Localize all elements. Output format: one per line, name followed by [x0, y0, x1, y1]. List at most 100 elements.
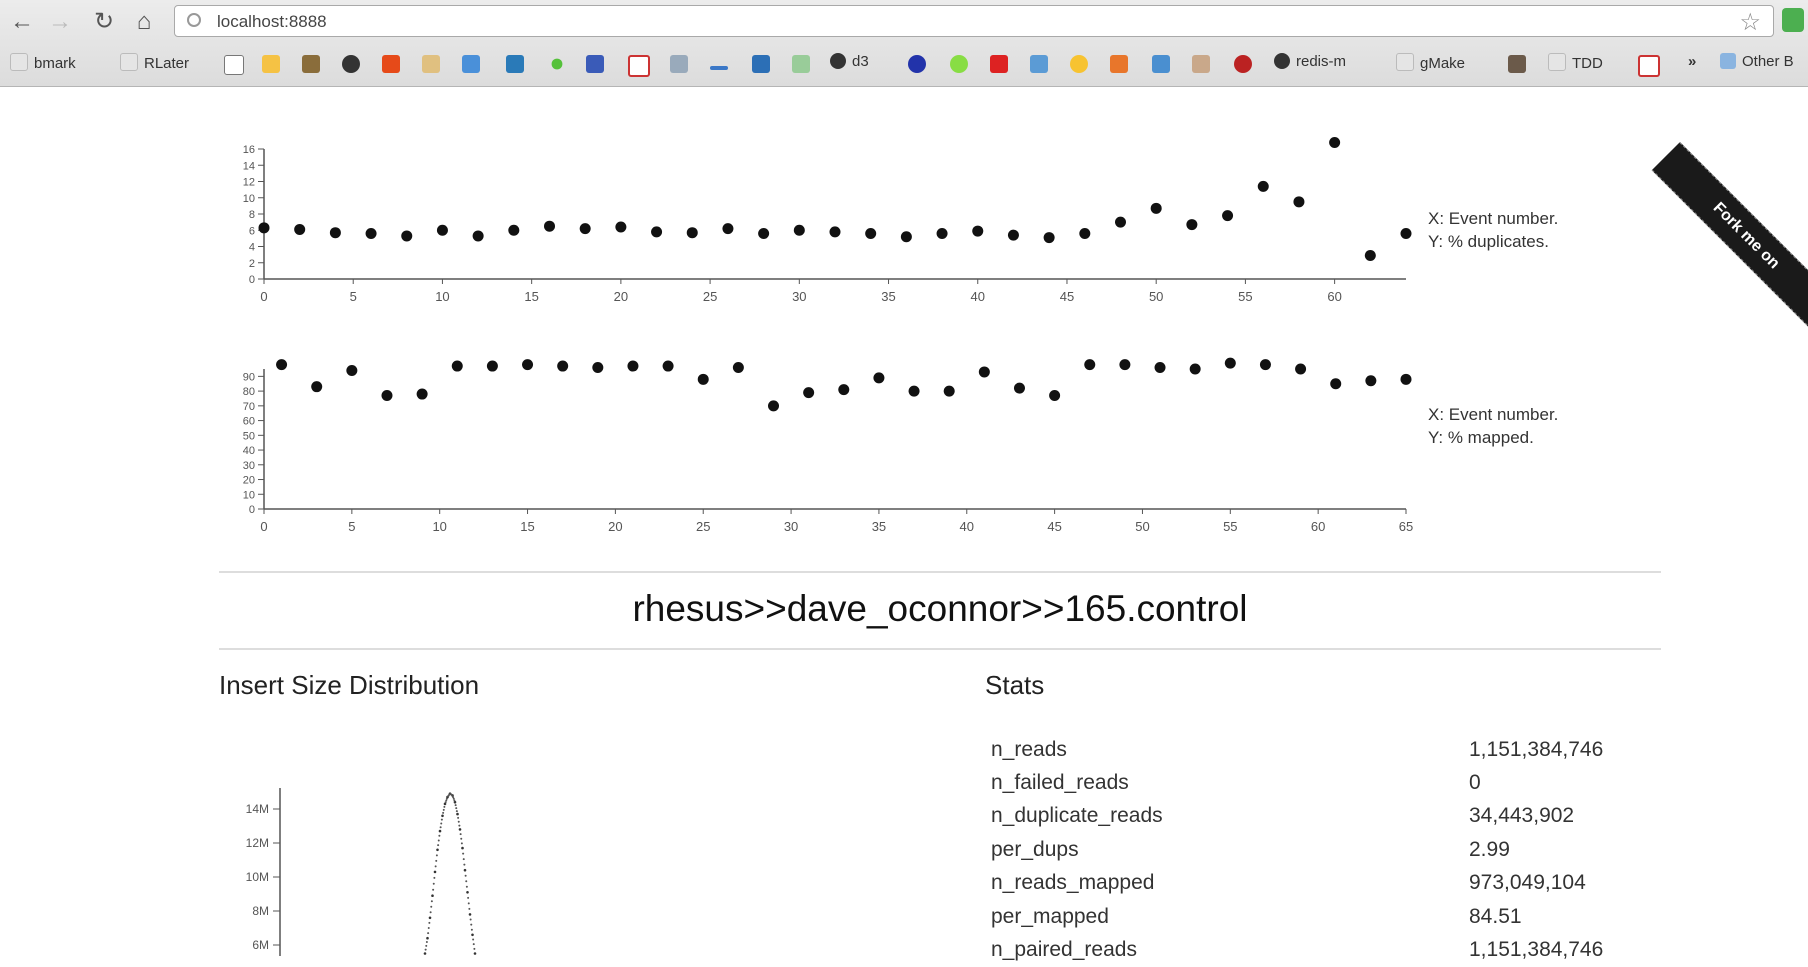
bookmark-label: d3	[852, 53, 869, 70]
duplicates-chart: 0 5 10 15 20 25 30 35 40 45 50 55 601614121086420X: …	[243, 137, 1558, 534]
stats-title: Stats	[985, 670, 1045, 700]
y-tick-label: 6M	[252, 938, 269, 952]
bookmark-gmake[interactable]: gMake	[1396, 53, 1465, 75]
bookmark-icon[interactable]	[1192, 55, 1210, 73]
curve-dot	[445, 799, 448, 802]
bookmark-rlater[interactable]: RLater	[120, 53, 189, 75]
legend-text: X: Event number.	[1428, 405, 1558, 424]
bookmark-other[interactable]: Other B	[1720, 53, 1794, 75]
curve-dot	[464, 874, 467, 877]
forward-icon[interactable]: →	[48, 8, 72, 35]
bookmark-icon[interactable]	[950, 55, 968, 73]
stats-row: n_reads 1,151,384,746	[987, 733, 1607, 766]
curve-dot	[473, 947, 476, 950]
data-point	[458, 828, 462, 831]
bookmark-icon[interactable]	[506, 55, 524, 73]
data-point	[972, 225, 984, 237]
x-tick-label: 5	[350, 289, 357, 304]
data-point	[1293, 196, 1305, 208]
bookmark-redis-m[interactable]: redis-m	[1274, 53, 1346, 75]
bookmark-icon[interactable]	[792, 55, 810, 73]
data-point	[1115, 216, 1126, 228]
bookmark-star-icon[interactable]: ☆	[1739, 9, 1761, 36]
data-point	[615, 221, 627, 233]
bookmark-d3[interactable]: d3	[830, 53, 869, 75]
bookmark-icon[interactable]	[586, 55, 604, 73]
stat-value: 2.99	[1469, 837, 1510, 861]
bookmark-bmark[interactable]: bmark	[10, 53, 76, 75]
bookmark-icon[interactable]	[302, 55, 320, 73]
stat-value: 1,151,384,746	[1469, 737, 1604, 761]
bookmark-icon[interactable]	[670, 55, 688, 73]
x-tick-label: 40	[960, 519, 974, 534]
bookmark-icon[interactable]	[1070, 55, 1088, 73]
reload-icon[interactable]: ↻	[93, 8, 115, 35]
legend-text: X: Event number.	[1428, 209, 1558, 228]
home-icon[interactable]: ⌂	[136, 8, 152, 35]
bookmark-icon[interactable]	[1638, 55, 1660, 77]
curve-dot	[430, 905, 433, 908]
bookmark-icon[interactable]	[1508, 55, 1526, 73]
bookmark-tdd[interactable]: TDD	[1548, 53, 1603, 75]
bookmark-icon[interactable]	[551, 58, 563, 70]
bookmark-icon[interactable]	[1110, 55, 1128, 73]
data-point	[1330, 378, 1342, 390]
bookmark-icon[interactable]	[752, 55, 770, 73]
bookmark-icon[interactable]	[1030, 55, 1048, 73]
github-icon[interactable]	[342, 55, 360, 73]
data-point	[1257, 180, 1269, 192]
bookmark-icon[interactable]	[224, 55, 244, 75]
bookmark-icon[interactable]	[1234, 55, 1252, 73]
bookmark-icon[interactable]	[908, 55, 926, 73]
data-point	[1224, 357, 1236, 369]
data-point	[522, 359, 534, 371]
x-tick-label: 10	[432, 519, 446, 534]
bookmark-icon[interactable]	[262, 55, 280, 73]
curve-dot	[470, 923, 473, 926]
stat-key: per_mapped	[991, 904, 1109, 928]
data-point	[1222, 210, 1234, 222]
stat-key: n_failed_reads	[991, 771, 1129, 795]
curve-dot	[427, 932, 430, 935]
x-tick-label: 60	[1311, 519, 1325, 534]
bookmark-icon[interactable]	[422, 55, 440, 73]
page-info-icon[interactable]	[187, 13, 201, 27]
data-point	[793, 224, 805, 236]
data-point	[1400, 373, 1412, 385]
curve-dot	[442, 808, 445, 811]
bookmark-icon[interactable]	[990, 55, 1008, 73]
data-point	[1295, 363, 1307, 375]
curve-dot	[437, 839, 440, 842]
back-icon[interactable]: ←	[10, 8, 34, 35]
data-point	[473, 952, 477, 955]
data-point	[294, 223, 306, 235]
curve-dot	[460, 842, 463, 845]
stats-row: n_paired_reads 1,151,384,746	[987, 933, 1607, 966]
bookmark-icon[interactable]	[628, 55, 650, 77]
data-point	[544, 220, 555, 232]
bookmark-icon[interactable]	[462, 55, 480, 73]
data-point	[428, 916, 432, 920]
extension-icon[interactable]	[1782, 8, 1804, 32]
data-point	[768, 400, 780, 412]
data-point	[900, 231, 912, 243]
y-tick-label: 80	[243, 386, 255, 398]
data-point	[508, 224, 520, 236]
curve-dot	[428, 921, 431, 924]
bookmark-icon[interactable]	[382, 55, 400, 73]
data-point	[466, 891, 469, 894]
data-point	[1189, 363, 1201, 375]
data-point	[365, 228, 377, 239]
data-point	[441, 814, 444, 818]
bookmark-icon[interactable]	[710, 66, 728, 70]
curve-dot	[434, 865, 437, 868]
curve-dot	[470, 928, 473, 931]
x-tick-label: 0	[260, 519, 267, 534]
data-point	[908, 385, 920, 397]
bookmark-icon[interactable]	[1152, 55, 1170, 73]
address-url[interactable]: localhost:8888	[217, 12, 327, 31]
curve-dot	[454, 804, 457, 807]
bookmarks-overflow-button[interactable]: »	[1688, 53, 1697, 70]
address-bar[interactable]: localhost:8888 ☆	[174, 5, 1774, 37]
curve-dot	[435, 859, 438, 862]
